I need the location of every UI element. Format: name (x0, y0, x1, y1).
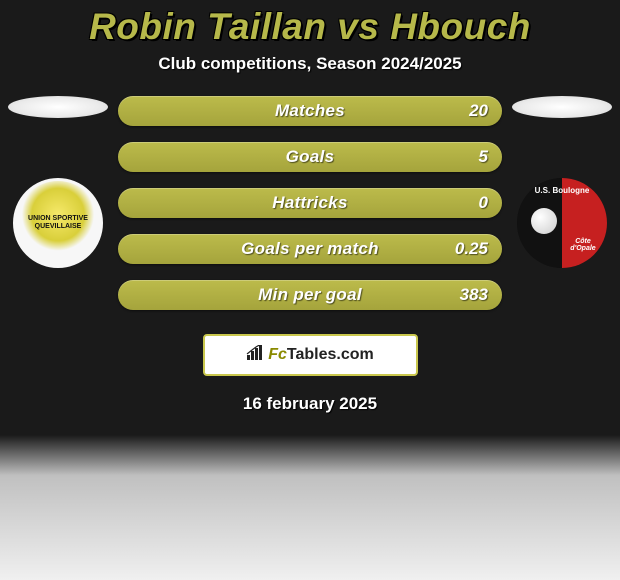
soccer-ball-icon (531, 208, 557, 234)
page-subtitle: Club competitions, Season 2024/2025 (0, 54, 620, 74)
stat-row-goals: Goals 5 (118, 142, 502, 172)
right-club-badge-top-text: U.S. Boulogne (517, 186, 607, 195)
stat-label: Matches (275, 101, 345, 121)
footer-date: 16 february 2025 (0, 394, 620, 414)
stat-row-hattricks: Hattricks 0 (118, 188, 502, 218)
stat-label: Hattricks (272, 193, 347, 213)
right-side: U.S. Boulogne Côte d'Opale (512, 96, 612, 268)
stats-column: Matches 20 Goals 5 Hattricks 0 Goals per… (108, 96, 512, 326)
right-club-badge-bottom-text: Côte d'Opale (565, 238, 601, 252)
brand-text: FcTables.com (268, 346, 374, 364)
stat-value-right: 383 (460, 285, 488, 305)
page-title: Robin Taillan vs Hbouch (0, 6, 620, 48)
stat-value-right: 0 (479, 193, 488, 213)
stat-label: Goals per match (241, 239, 379, 259)
stat-row-min-per-goal: Min per goal 383 (118, 280, 502, 310)
stat-value-right: 20 (469, 101, 488, 121)
brand-box[interactable]: FcTables.com (203, 334, 418, 376)
main-row: UNION SPORTIVE QUEVILLAISE Matches 20 Go… (0, 96, 620, 326)
right-club-badge: U.S. Boulogne Côte d'Opale (517, 178, 607, 268)
left-side: UNION SPORTIVE QUEVILLAISE (8, 96, 108, 268)
page-container: Robin Taillan vs Hbouch Club competition… (0, 0, 620, 580)
left-club-badge: UNION SPORTIVE QUEVILLAISE (13, 178, 103, 268)
stat-label: Goals (286, 147, 335, 167)
stat-row-matches: Matches 20 (118, 96, 502, 126)
left-player-silhouette (8, 96, 108, 118)
brand-suffix: Tables.com (287, 346, 374, 363)
brand-prefix: Fc (268, 346, 287, 363)
stat-row-goals-per-match: Goals per match 0.25 (118, 234, 502, 264)
stat-label: Min per goal (258, 285, 362, 305)
stat-value-right: 5 (479, 147, 488, 167)
right-player-silhouette (512, 96, 612, 118)
left-club-badge-text: UNION SPORTIVE QUEVILLAISE (16, 209, 100, 236)
stat-value-right: 0.25 (455, 239, 488, 259)
bar-chart-icon (246, 345, 264, 366)
content: Robin Taillan vs Hbouch Club competition… (0, 0, 620, 414)
